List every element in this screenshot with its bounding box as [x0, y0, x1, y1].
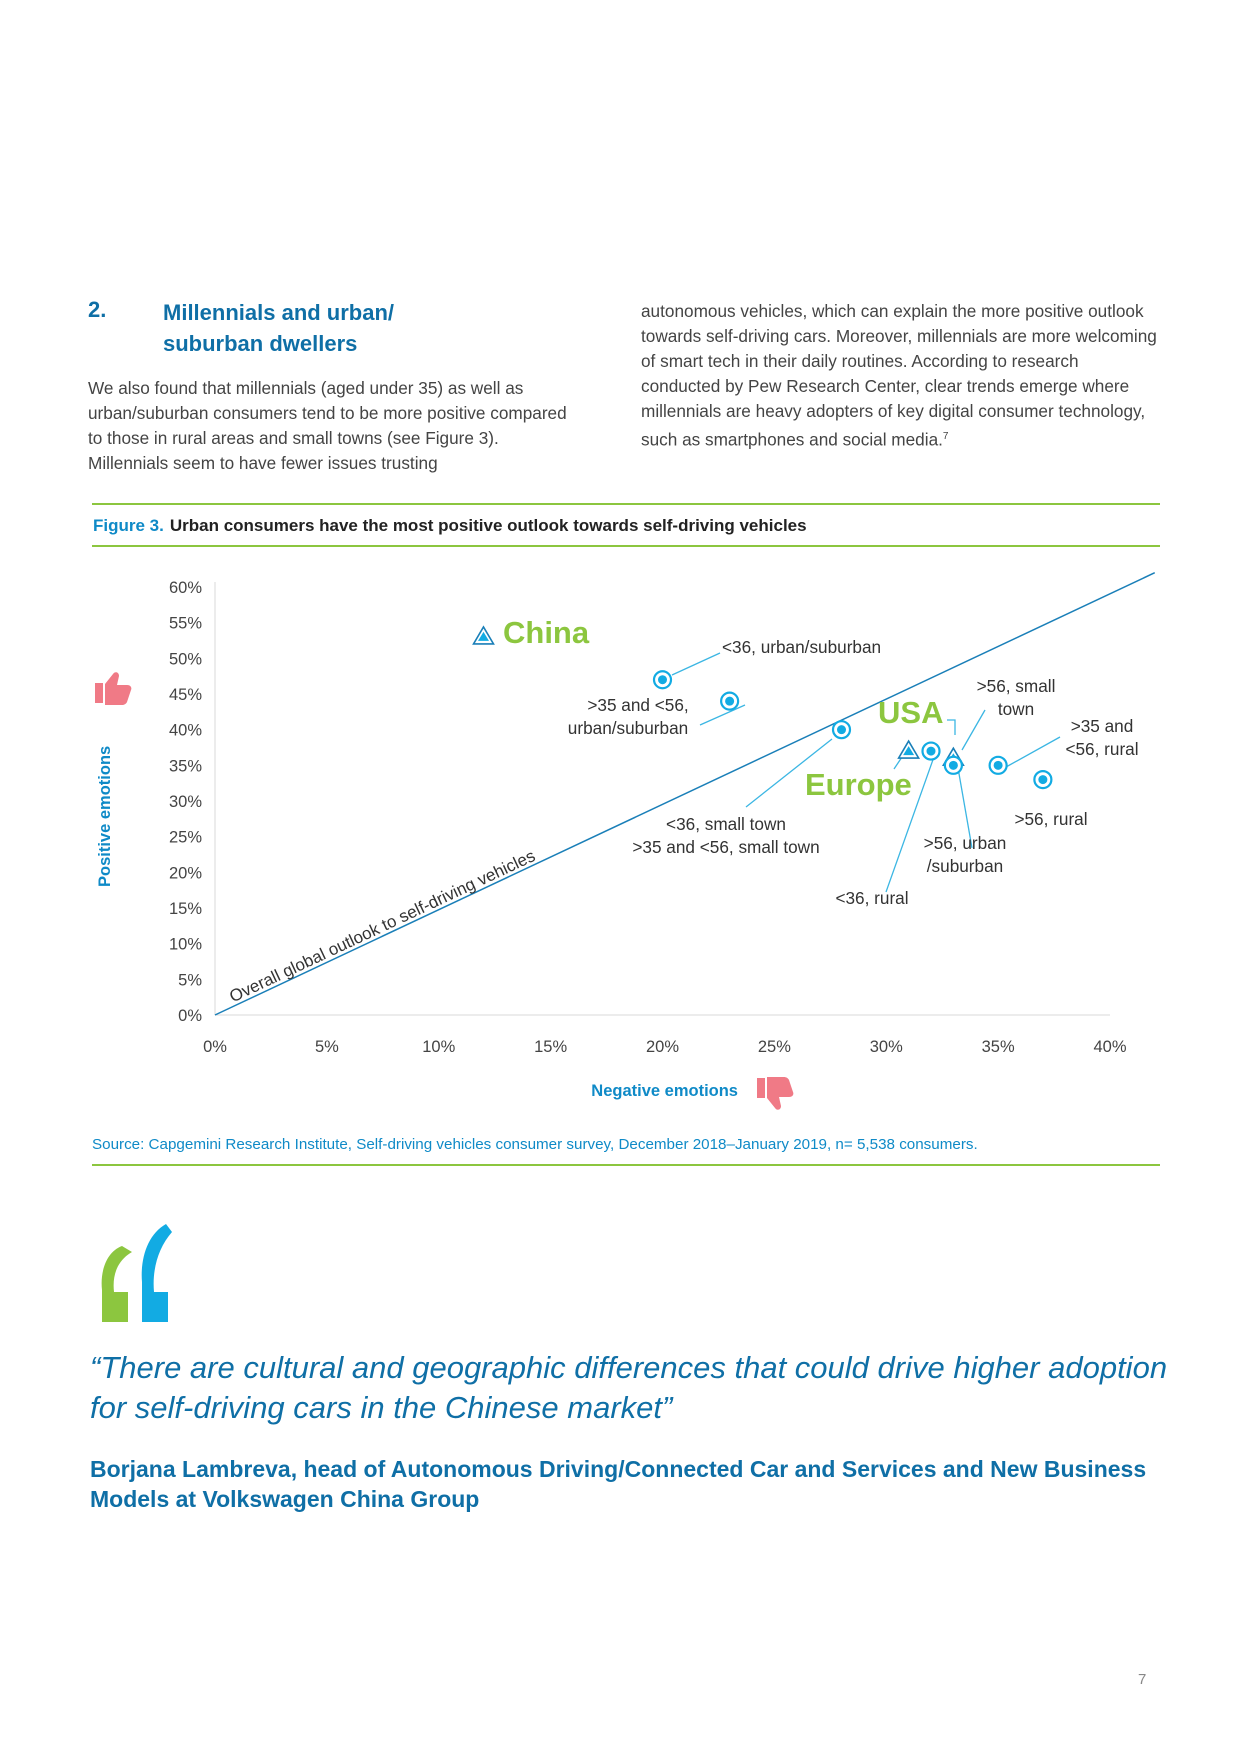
label-o56-urban-2: /suburban — [927, 856, 1003, 876]
figure-bottom-rule — [92, 545, 1160, 547]
y-tick-label: 35% — [169, 757, 202, 775]
figure-source: Source: Capgemini Research Institute, Se… — [92, 1136, 978, 1153]
leader-usa — [947, 719, 956, 735]
x-axis-title: Negative emotions — [591, 1082, 738, 1100]
section-title: Millennials and urban/ suburban dwellers — [163, 300, 395, 356]
group-marker-dot — [993, 760, 1003, 770]
label-mid-urban-1: >35 and <56, — [587, 695, 688, 715]
x-tick-label: 0% — [203, 1038, 227, 1056]
group-marker-dot — [1038, 775, 1048, 785]
label-u36-rural: <36, rural — [835, 888, 908, 908]
label-mid-urban-2: urban/suburban — [568, 718, 688, 738]
label-china: China — [503, 615, 590, 650]
group-marker-dot — [725, 696, 735, 706]
quote-mark-icon — [101, 1224, 172, 1322]
leader-o56-small — [961, 709, 986, 751]
x-tick-label: 15% — [534, 1038, 567, 1056]
label-small-town-1: <36, small town — [666, 814, 786, 834]
country-marker-fill — [478, 631, 489, 641]
label-u36-urban: <36, urban/suburban — [722, 637, 881, 657]
y-tick-label: 0% — [178, 1007, 202, 1025]
thumbs-up-icon — [95, 672, 132, 705]
leader-mid-urban — [699, 704, 746, 726]
label-usa: USA — [878, 695, 943, 730]
label-mid-rural-2: <56, rural — [1065, 739, 1138, 759]
x-tick-label: 10% — [422, 1038, 455, 1056]
leader-u36-urban — [671, 652, 721, 676]
x-tick-labels: 0% 5% 10% 15% 20% 25% 30% 35% 40% — [203, 1038, 1127, 1056]
reference-line-label: Overall global outlook to self-driving v… — [227, 846, 539, 1006]
quote-attribution: Borjana Lambreva, head of Autonomous Dri… — [90, 1456, 1147, 1512]
x-tick-label: 40% — [1093, 1038, 1126, 1056]
y-tick-label: 30% — [169, 793, 202, 811]
label-mid-rural-1: >35 and — [1071, 716, 1134, 736]
group-marker-dot — [658, 675, 667, 685]
source-bottom-rule — [92, 1164, 1160, 1166]
section-number: 2. — [88, 297, 107, 322]
reference-line — [214, 572, 1156, 1016]
leader-small-town — [745, 738, 833, 808]
group-markers — [652, 670, 1053, 790]
label-o56-urban-1: >56, urban — [924, 833, 1007, 853]
y-tick-label: 5% — [178, 971, 202, 989]
thumbs-down-icon — [757, 1077, 794, 1110]
y-tick-label: 50% — [169, 650, 202, 668]
footnote-marker: 7 — [942, 431, 949, 442]
figure-top-rule — [92, 503, 1160, 505]
page-number: 7 — [1138, 1671, 1147, 1688]
leader-lines — [671, 652, 1061, 893]
body-paragraph-right: autonomous vehicles, which can explain t… — [641, 299, 1161, 453]
y-tick-label: 15% — [169, 900, 202, 918]
y-tick-label: 55% — [169, 615, 202, 633]
label-europe: Europe — [805, 767, 912, 802]
scatter-chart: 0% 5% 10% 15% 20% 25% 30% 35% 40% 45% 50% 55% 60% 0%… — [95, 572, 1156, 1110]
x-tick-label: 30% — [870, 1038, 903, 1056]
x-tick-label: 25% — [758, 1038, 791, 1056]
leader-o56-urban — [957, 767, 973, 849]
figure-caption-text: Urban consumers have the most positive o… — [169, 516, 807, 535]
country-marker-fill — [903, 746, 915, 756]
label-o56-small-1: >56, small — [977, 676, 1056, 696]
pull-quote: “There are cultural and geographic diffe… — [90, 1350, 1168, 1425]
group-marker-dot — [926, 746, 936, 756]
leader-u36-rural — [885, 753, 936, 893]
y-tick-labels: 0% 5% 10% 15% 20% 25% 30% 35% 40% 45% 50% 55% 60% — [169, 579, 202, 1025]
figure-caption: Figure 3. Urban consumers have the most p… — [93, 516, 807, 536]
group-marker-dot — [837, 725, 846, 735]
body-paragraph-right-text: autonomous vehicles, which can explain t… — [641, 301, 1157, 450]
label-o56-small-2: town — [998, 699, 1034, 719]
y-axis-title: Positive emotions — [96, 746, 114, 887]
y-tick-label: 40% — [169, 722, 202, 740]
x-tick-label: 35% — [982, 1038, 1015, 1056]
y-tick-label: 25% — [169, 829, 202, 847]
leader-mid-rural — [1005, 736, 1061, 768]
x-tick-label: 5% — [315, 1038, 339, 1056]
figure-number: Figure 3. — [93, 516, 164, 535]
label-small-town-2: >35 and <56, small town — [632, 837, 819, 857]
y-tick-label: 45% — [169, 686, 202, 704]
group-marker-dot — [948, 760, 958, 770]
y-tick-label: 60% — [169, 579, 202, 597]
y-tick-label: 10% — [169, 936, 202, 954]
body-paragraph-left: We also found that millennials (aged und… — [88, 378, 567, 473]
label-o56-rural: >56, rural — [1014, 809, 1087, 829]
y-tick-label: 20% — [169, 864, 202, 882]
x-tick-label: 20% — [646, 1038, 679, 1056]
chart-grid — [214, 582, 1110, 1016]
